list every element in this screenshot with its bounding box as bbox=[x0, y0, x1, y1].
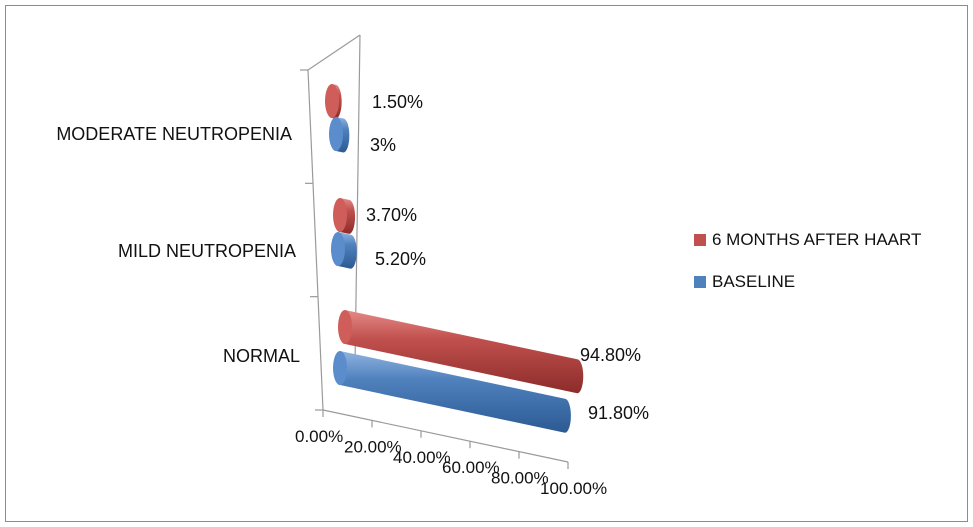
bar-cap bbox=[331, 232, 345, 266]
x-tick-label: 0.00% bbox=[295, 427, 343, 446]
bar-cap bbox=[333, 198, 347, 232]
data-label: 3.70% bbox=[366, 205, 417, 225]
category-labels: NORMAL MILD NEUTROPENIA MODERATE NEUTROPEN… bbox=[56, 124, 300, 366]
x-tick-label: 100.00% bbox=[540, 479, 607, 498]
bar-body bbox=[334, 351, 571, 433]
data-label: 5.20% bbox=[375, 249, 426, 269]
x-axis-line bbox=[322, 409, 569, 463]
legend-label: BASELINE bbox=[712, 272, 795, 291]
chart-frame bbox=[5, 5, 968, 522]
bar-cap bbox=[333, 351, 347, 385]
bar-cap bbox=[329, 117, 343, 151]
x-tick-label: 80.00% bbox=[491, 469, 549, 488]
bar-cap bbox=[338, 310, 352, 344]
legend-swatch bbox=[694, 234, 706, 246]
legend-label: 6 MONTHS AFTER HAART bbox=[712, 230, 921, 249]
y-axis-line bbox=[307, 69, 324, 411]
bar-body bbox=[339, 310, 584, 394]
data-label: 3% bbox=[370, 135, 396, 155]
x-tick-label: 20.00% bbox=[344, 437, 402, 456]
data-labels: 94.80% 3.70% 1.50% 91.80% 5.20% 3% bbox=[366, 92, 649, 423]
data-label: 1.50% bbox=[372, 92, 423, 112]
bar-cap bbox=[325, 84, 339, 118]
x-tick-label: 60.00% bbox=[442, 458, 500, 477]
bars-group bbox=[325, 84, 584, 433]
x-tick-label: 40.00% bbox=[393, 448, 451, 467]
category-label: MILD NEUTROPENIA bbox=[118, 241, 296, 261]
data-label: 91.80% bbox=[588, 403, 649, 423]
back-wall-line bbox=[354, 34, 361, 366]
data-label: 94.80% bbox=[580, 345, 641, 365]
category-label: NORMAL bbox=[223, 346, 300, 366]
legend: 6 MONTHS AFTER HAART BASELINE bbox=[694, 230, 921, 291]
category-label: MODERATE NEUTROPENIA bbox=[56, 124, 292, 144]
legend-swatch bbox=[694, 276, 706, 288]
top-depth-line bbox=[307, 34, 361, 71]
axes-group bbox=[300, 34, 569, 463]
x-tick-labels: 0.00%20.00%40.00%60.00%80.00%100.00% bbox=[295, 410, 607, 498]
